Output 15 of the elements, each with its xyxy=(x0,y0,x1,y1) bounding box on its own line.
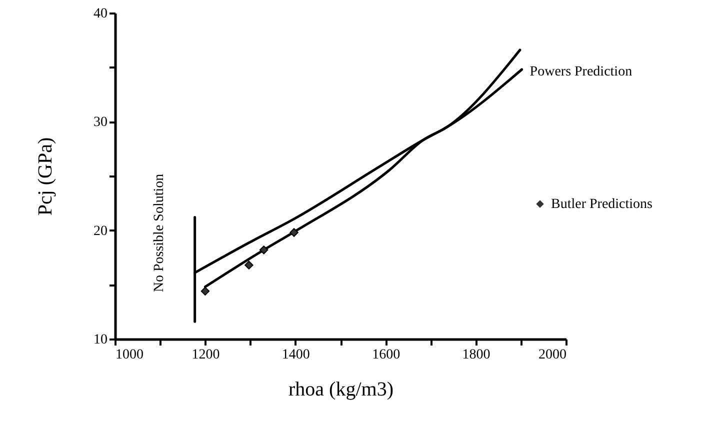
y-tick-label: 20 xyxy=(94,224,108,239)
x-tick-label: 1600 xyxy=(372,348,400,362)
annotation: No Possible Solution xyxy=(152,174,167,292)
legend-label: Butler Predictions xyxy=(551,197,652,212)
x-axis-title: rhoa (kg/m3) xyxy=(288,378,394,400)
series-label: Powers Prediction xyxy=(530,64,632,80)
x-tick-label: 1800 xyxy=(462,348,490,362)
x-tick-label: 1000 xyxy=(116,348,144,362)
y-tick-label: 10 xyxy=(94,332,108,348)
x-tick-label: 1400 xyxy=(282,348,310,362)
x-tick-label: 1200 xyxy=(192,348,220,362)
x-tick-label: 2000 xyxy=(538,348,566,362)
y-tick-label: 30 xyxy=(94,115,108,130)
y-axis-title: Pcj (GPa) xyxy=(34,137,56,216)
y-tick-label: 40 xyxy=(94,6,108,22)
